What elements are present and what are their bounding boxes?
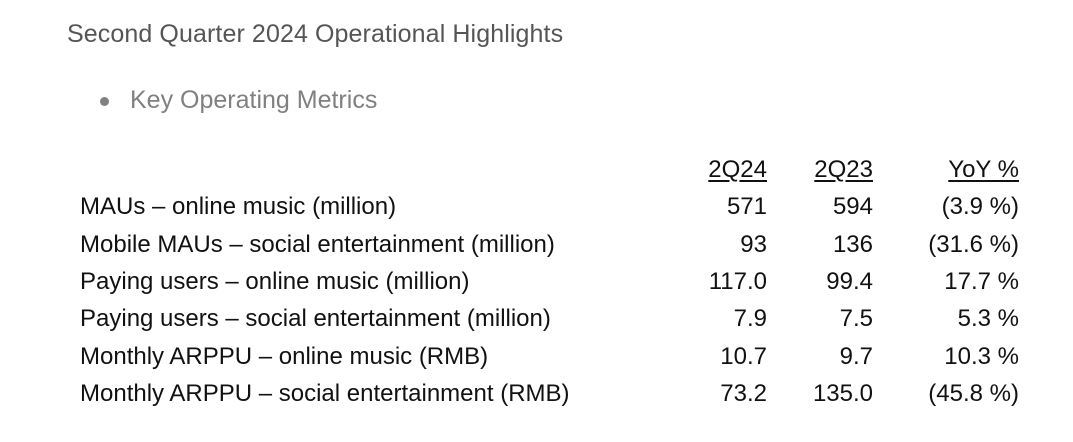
cell-2q23: 136 xyxy=(832,230,873,258)
cell-2q24: 93 xyxy=(740,230,767,258)
cell-2q24: 571 xyxy=(726,193,767,221)
cell-2q24: 117.0 xyxy=(708,267,767,295)
row-label: Mobile MAUs – social entertainment (mill… xyxy=(80,230,555,258)
cell-yoy: 10.3 % xyxy=(944,342,1019,370)
section-title: Second Quarter 2024 Operational Highligh… xyxy=(67,20,564,48)
cell-yoy: (45.8 %) xyxy=(928,380,1019,408)
row-label: Paying users – social entertainment (mil… xyxy=(80,305,551,333)
header-blank xyxy=(80,151,668,188)
cell-2q23: 594 xyxy=(832,193,873,221)
table-row: Paying users – social entertainment (mil… xyxy=(80,300,1019,337)
table-header-row: 2Q24 2Q23 YoY % xyxy=(80,151,1019,188)
table-row: Mobile MAUs – social entertainment (mill… xyxy=(80,225,1019,262)
table-row: Paying users – online music (million) 11… xyxy=(80,263,1019,300)
header-2q24: 2Q24 xyxy=(668,151,767,188)
cell-yoy: (31.6 %) xyxy=(928,230,1019,258)
header-2q23: 2Q23 xyxy=(767,151,873,188)
cell-2q23: 7.5 xyxy=(839,305,873,333)
table-row: Monthly ARPPU – online music (RMB) 10.7 … xyxy=(80,338,1019,375)
metrics-table: 2Q24 2Q23 YoY % MAUs – online music (mil… xyxy=(80,151,1019,412)
cell-yoy: 5.3 % xyxy=(957,305,1019,333)
cell-2q24: 7.9 xyxy=(733,305,767,333)
cell-yoy: (3.9 %) xyxy=(941,193,1019,221)
row-label: Monthly ARPPU – social entertainment (RM… xyxy=(80,380,570,408)
bullet-text: Key Operating Metrics xyxy=(130,86,378,114)
header-yoy: YoY % xyxy=(873,151,1019,188)
cell-2q23: 135.0 xyxy=(812,380,873,408)
bullet-dot-icon xyxy=(100,97,109,106)
cell-2q24: 73.2 xyxy=(720,380,767,408)
header-2q23-text: 2Q23 xyxy=(814,156,873,183)
cell-2q24: 10.7 xyxy=(720,342,767,370)
row-label: Paying users – online music (million) xyxy=(80,267,470,295)
table-row: MAUs – online music (million) 571 594 (3… xyxy=(80,188,1019,225)
cell-yoy: 17.7 % xyxy=(944,267,1019,295)
cell-2q23: 9.7 xyxy=(839,342,873,370)
header-yoy-text: YoY % xyxy=(948,156,1019,183)
header-2q24-text: 2Q24 xyxy=(708,156,767,183)
cell-2q23: 99.4 xyxy=(826,267,873,295)
bullet-item: Key Operating Metrics xyxy=(100,86,377,115)
table-row: Monthly ARPPU – social entertainment (RM… xyxy=(80,375,1019,412)
row-label: MAUs – online music (million) xyxy=(80,193,397,221)
row-label: Monthly ARPPU – online music (RMB) xyxy=(80,342,489,370)
